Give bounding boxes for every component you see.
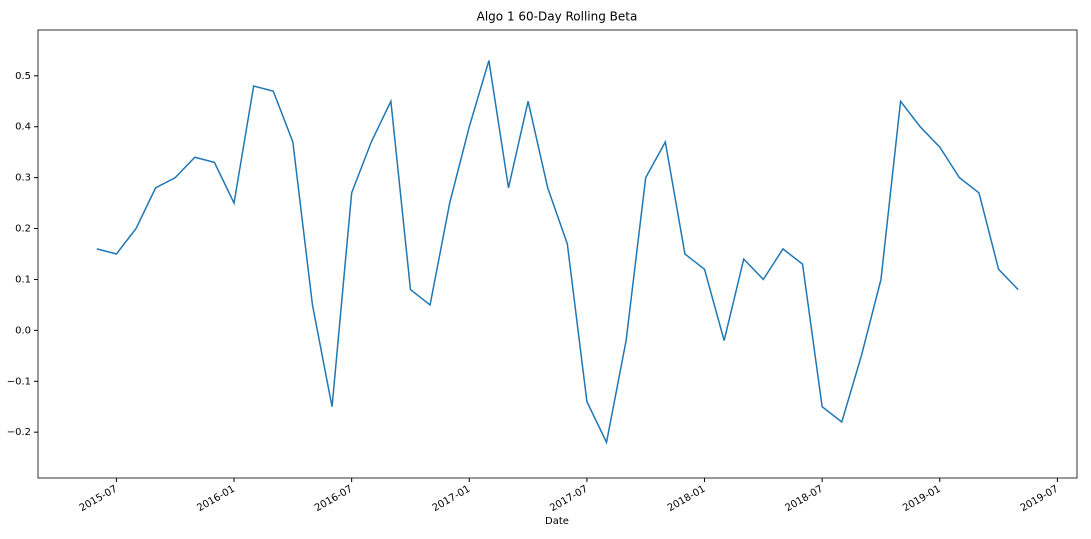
y-tick-label: 0.2: [15, 224, 31, 235]
plot-frame: [37, 29, 1078, 479]
y-tick-label: 0.3: [15, 173, 31, 184]
x-tick-label: 2016-01: [195, 484, 237, 514]
x-tick-label: 2017-01: [431, 484, 473, 514]
x-tick-label: 2016-07: [313, 484, 355, 514]
y-tick-label: 0.1: [15, 274, 31, 285]
x-tick-label: 2019-01: [901, 484, 943, 514]
y-tick-label: −0.2: [7, 427, 31, 438]
x-tick-label: 2018-01: [666, 484, 708, 514]
y-tick-label: 0.4: [15, 122, 31, 133]
x-axis-label: Date: [545, 516, 569, 527]
y-tick-label: 0.0: [15, 325, 31, 336]
y-tick-label: 0.5: [15, 71, 31, 82]
chart-title: Algo 1 60-Day Rolling Beta: [477, 10, 638, 24]
y-tick-label: −0.1: [7, 376, 31, 387]
line-series: [96, 60, 1019, 445]
x-tick-label: 2018-07: [783, 484, 825, 514]
x-tick-label: 2019-07: [1019, 484, 1061, 514]
x-tick-label: 2017-07: [548, 484, 590, 514]
x-tick-label: 2015-07: [78, 484, 120, 514]
